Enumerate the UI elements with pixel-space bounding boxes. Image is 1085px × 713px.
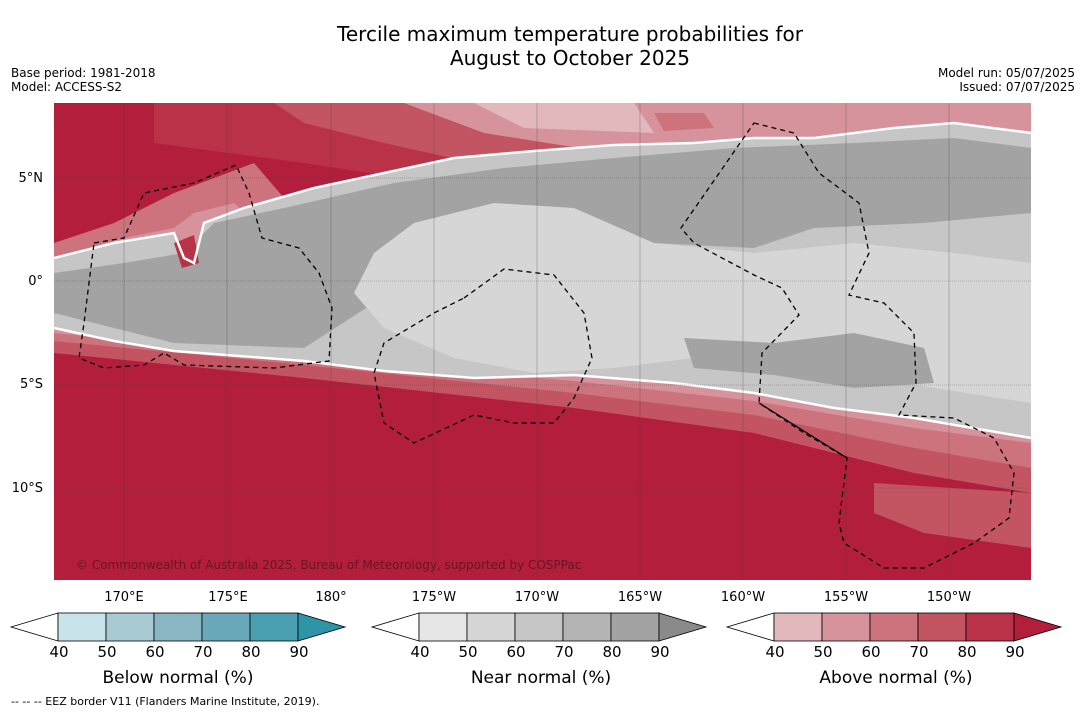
lon-label-160w: 160°W [720, 590, 766, 605]
tick-above-70: 70 [909, 643, 929, 661]
issued-date: Issued: 07/07/2025 [959, 80, 1075, 94]
tick-above-60: 60 [861, 643, 881, 661]
run-info: Model run: 05/07/2025 Issued: 07/07/2025 [938, 66, 1075, 94]
above-swatch-3 [869, 612, 919, 642]
colorbar-below-swatches [10, 612, 347, 642]
above-swatch-5 [965, 612, 1015, 642]
above-swatch-4 [917, 612, 967, 642]
title-line-1: Tercile maximum temperature probabilitie… [337, 22, 803, 46]
model-run: Model run: 05/07/2025 [937, 66, 1075, 80]
below-swatch-1 [57, 612, 107, 642]
lon-label-170e: 170°E [104, 590, 144, 605]
near-swatch-3 [514, 612, 564, 642]
south-band-70 [54, 328, 1031, 493]
colorbar-below-label: Below normal (%) [102, 668, 254, 688]
near-extend-high [658, 612, 708, 642]
tick-below-80: 80 [241, 643, 261, 661]
tick-below-40: 40 [49, 643, 69, 661]
tick-below-90: 90 [289, 643, 309, 661]
model-name: Model: ACCESS-S2 [11, 80, 123, 94]
near-swatch-4 [562, 612, 612, 642]
near-extend-low [371, 612, 420, 642]
tick-near-60: 60 [506, 643, 526, 661]
copyright-notice: © Commonwealth of Australia 2025, Bureau… [76, 558, 582, 572]
lon-label-165w: 165°W [617, 590, 663, 605]
near-swatch-5 [610, 612, 660, 642]
eez-footnote: -- -- -- EEZ border V11 (Flanders Marine… [11, 695, 320, 708]
below-swatch-3 [153, 612, 203, 642]
tick-below-50: 50 [97, 643, 117, 661]
hotspot-red [174, 235, 199, 268]
tick-near-40: 40 [410, 643, 430, 661]
title-line-2: August to October 2025 [449, 46, 691, 70]
colorbar-above-swatches [726, 612, 1063, 642]
tick-near-90: 90 [650, 643, 670, 661]
colorbar-near-label: Near normal (%) [470, 668, 612, 688]
tick-near-80: 80 [602, 643, 622, 661]
colorbar-near [371, 612, 708, 642]
south-boundary-line [54, 326, 1031, 440]
colorbar-above-label: Above normal (%) [819, 668, 973, 688]
below-swatch-4 [201, 612, 251, 642]
colorbar-below [10, 612, 347, 642]
map-panel [54, 103, 1031, 580]
map-title: Tercile maximum temperature probabilitie… [0, 22, 1085, 70]
colorbar-above [726, 612, 1063, 642]
southeast-patch [874, 483, 1031, 548]
lon-label-180: 180° [315, 590, 347, 605]
near-swatch-1 [418, 612, 468, 642]
boundary-segment [758, 402, 848, 459]
tick-above-40: 40 [765, 643, 785, 661]
north-patch [654, 113, 714, 131]
colorbar-near-swatches [371, 612, 708, 642]
north-band-50 [474, 103, 654, 133]
tick-below-60: 60 [145, 643, 165, 661]
base-info: Base period: 1981-2018 Model: ACCESS-S2 [11, 66, 156, 94]
lat-label-10s: 10°S [11, 481, 43, 496]
tick-above-50: 50 [813, 643, 833, 661]
lon-label-155w: 155°W [823, 590, 869, 605]
above-swatch-2 [821, 612, 871, 642]
near-normal-patch [684, 333, 934, 388]
below-swatch-5 [249, 612, 299, 642]
eez-borders [78, 122, 1015, 569]
above-extend-low [726, 612, 775, 642]
above-extend-high [1013, 612, 1063, 642]
below-swatch-2 [105, 612, 155, 642]
above-swatch-1 [773, 612, 823, 642]
tick-near-50: 50 [458, 643, 478, 661]
near-swatch-2 [466, 612, 516, 642]
north-boundary-line [54, 121, 1031, 265]
lon-label-175e: 175°E [208, 590, 248, 605]
lon-label-175w: 175°W [411, 590, 457, 605]
base-period: Base period: 1981-2018 [11, 66, 156, 80]
lon-label-150w: 150°W [926, 590, 972, 605]
tick-above-80: 80 [957, 643, 977, 661]
lat-gridlines [54, 177, 1031, 489]
tick-near-70: 70 [554, 643, 574, 661]
lat-label-5s: 5°S [19, 377, 43, 392]
below-extend-low [10, 612, 59, 642]
probability-map [54, 103, 1031, 580]
below-extend-high [297, 612, 347, 642]
tick-above-90: 90 [1005, 643, 1025, 661]
lon-gridlines [123, 103, 950, 580]
tick-below-70: 70 [193, 643, 213, 661]
lat-label-5n: 5°N [18, 171, 44, 186]
lat-label-0: 0° [28, 274, 43, 289]
lon-label-170w: 170°W [514, 590, 560, 605]
near-normal-70 [54, 138, 1031, 348]
